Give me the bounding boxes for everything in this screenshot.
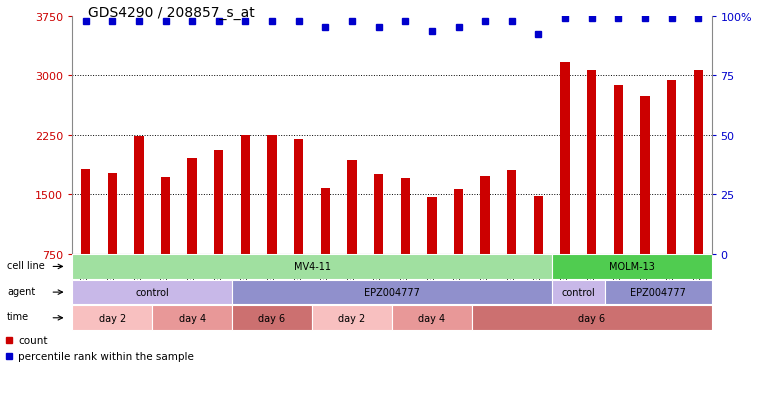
Bar — [232, 280, 552, 305]
Text: day 4: day 4 — [179, 313, 205, 323]
Bar — [587, 71, 597, 313]
Text: GDS4290 / 208857_s_at: GDS4290 / 208857_s_at — [88, 6, 254, 20]
Bar — [454, 190, 463, 313]
Bar — [312, 306, 392, 330]
Bar — [693, 71, 703, 313]
Text: day 6: day 6 — [578, 313, 605, 323]
Text: control: control — [562, 287, 595, 297]
Bar — [480, 176, 490, 313]
Bar — [134, 137, 144, 313]
Bar — [667, 81, 677, 313]
Bar — [240, 136, 250, 313]
Bar — [294, 140, 304, 313]
Text: control: control — [135, 287, 169, 297]
Text: cell line: cell line — [7, 261, 45, 271]
Bar — [107, 173, 117, 313]
Bar — [640, 97, 650, 313]
Text: percentile rank within the sample: percentile rank within the sample — [18, 351, 194, 361]
Bar — [560, 62, 570, 313]
Bar — [552, 280, 605, 305]
Bar — [374, 175, 384, 313]
Bar — [320, 188, 330, 313]
Bar — [552, 254, 712, 279]
Bar — [72, 254, 552, 279]
Bar — [267, 136, 277, 313]
Bar — [72, 306, 152, 330]
Text: EPZ004777: EPZ004777 — [630, 287, 686, 297]
Bar — [427, 198, 437, 313]
Bar — [161, 177, 170, 313]
Text: day 6: day 6 — [259, 313, 285, 323]
Text: time: time — [7, 312, 29, 322]
Bar — [400, 179, 410, 313]
Text: MV4-11: MV4-11 — [294, 262, 330, 272]
Bar — [187, 158, 197, 313]
Text: day 2: day 2 — [339, 313, 365, 323]
Bar — [81, 169, 91, 313]
Bar — [605, 280, 712, 305]
Text: count: count — [18, 335, 48, 345]
Text: EPZ004777: EPZ004777 — [364, 287, 420, 297]
Bar — [214, 150, 224, 313]
Bar — [507, 171, 517, 313]
Text: day 4: day 4 — [419, 313, 445, 323]
Bar — [613, 86, 623, 313]
Bar — [152, 306, 232, 330]
Text: day 2: day 2 — [99, 313, 126, 323]
Bar — [392, 306, 472, 330]
Text: agent: agent — [7, 286, 35, 296]
Bar — [472, 306, 712, 330]
Bar — [72, 280, 232, 305]
Bar — [347, 161, 357, 313]
Bar — [533, 196, 543, 313]
Text: MOLM-13: MOLM-13 — [609, 262, 654, 272]
Bar — [232, 306, 312, 330]
